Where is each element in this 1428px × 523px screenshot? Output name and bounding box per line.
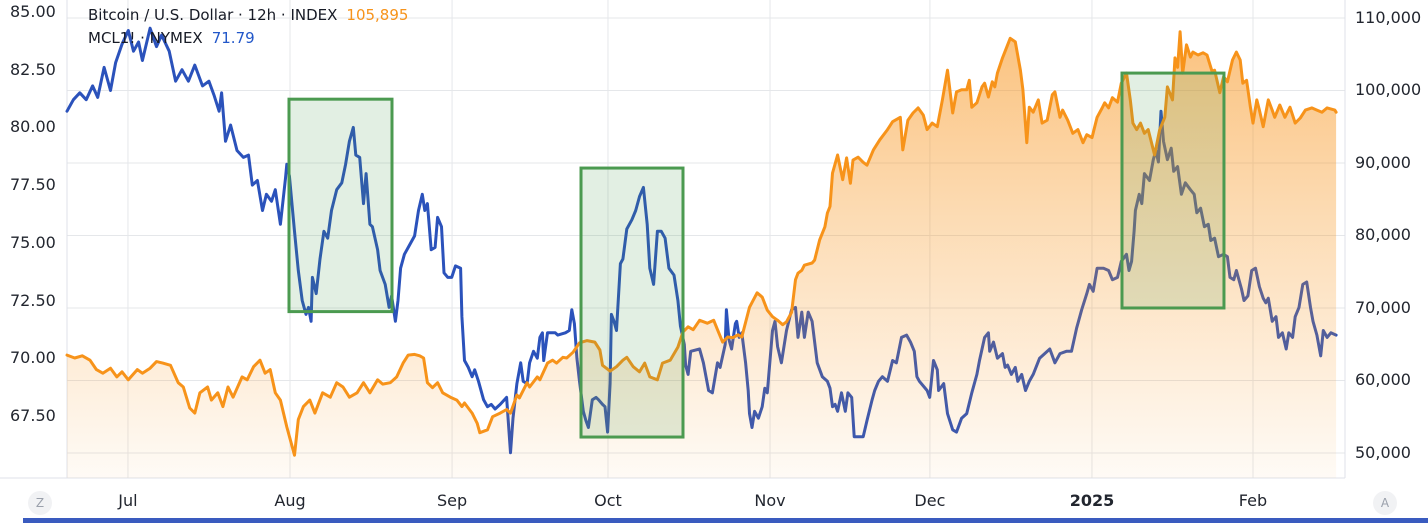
right-axis-label: 100,000 bbox=[1355, 80, 1422, 100]
legend-row-btc: Bitcoin / U.S. Dollar · 12h · INDEX 105,… bbox=[88, 3, 408, 26]
left-axis-label: 70.00 bbox=[10, 348, 56, 368]
legend: Bitcoin / U.S. Dollar · 12h · INDEX 105,… bbox=[88, 3, 408, 49]
left-scale-mode-button[interactable]: Z bbox=[28, 491, 52, 515]
time-axis-label: Nov bbox=[754, 491, 786, 510]
btc-series-line bbox=[65, 30, 1338, 457]
right-axis-label: 90,000 bbox=[1355, 152, 1411, 172]
right-axis-label: 50,000 bbox=[1355, 442, 1411, 462]
right-axis-label: 80,000 bbox=[1355, 225, 1411, 245]
pane-separator[interactable] bbox=[23, 518, 1428, 523]
legend-row-mcl: MCL1! · NYMEX 71.79 bbox=[88, 26, 408, 49]
legend-title-mcl[interactable]: MCL1! · NYMEX bbox=[88, 28, 203, 47]
legend-title-btc[interactable]: Bitcoin / U.S. Dollar · 12h · INDEX bbox=[88, 5, 338, 24]
right-axis-label: 110,000 bbox=[1355, 7, 1422, 27]
time-axis-label: Sep bbox=[436, 491, 468, 510]
left-axis-label: 77.50 bbox=[10, 175, 56, 195]
right-axis-label: 70,000 bbox=[1355, 297, 1411, 317]
annotation-rectangle[interactable] bbox=[579, 166, 685, 439]
left-axis-label: 82.50 bbox=[10, 59, 56, 79]
btc-area-fill bbox=[67, 31, 1337, 479]
left-axis-label: 80.00 bbox=[10, 117, 56, 137]
time-axis-label: Oct bbox=[594, 491, 622, 510]
time-axis-label: Jul bbox=[118, 491, 138, 510]
time-axis-label: 2025 bbox=[1069, 491, 1115, 510]
annotation-rectangle[interactable] bbox=[287, 97, 394, 314]
time-axis-label: Aug bbox=[274, 491, 306, 510]
right-axis-label: 60,000 bbox=[1355, 370, 1411, 390]
left-axis-label: 85.00 bbox=[10, 2, 56, 21]
time-axis-label: Dec bbox=[914, 491, 946, 510]
left-axis-label: 72.50 bbox=[10, 290, 56, 310]
right-scale-auto-button[interactable]: A bbox=[1373, 491, 1397, 515]
left-axis-label: 75.00 bbox=[10, 232, 56, 252]
annotation-rectangle[interactable] bbox=[1120, 71, 1226, 310]
time-axis-label: Feb bbox=[1238, 491, 1268, 510]
left-axis-label: 67.50 bbox=[10, 405, 56, 425]
legend-value-mcl: 71.79 bbox=[211, 28, 255, 47]
legend-value-btc: 105,895 bbox=[346, 5, 409, 24]
